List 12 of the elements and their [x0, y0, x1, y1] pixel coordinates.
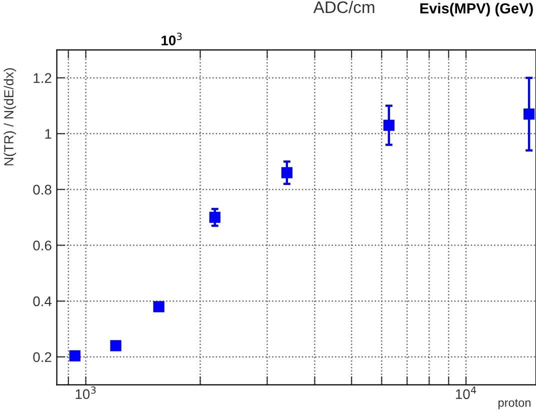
y-tick-label: 0.2: [33, 352, 52, 362]
chart-title: ADC/cm: [313, 0, 374, 14]
y-tick-label: 0.6: [33, 240, 52, 250]
y-tick-label: 1.2: [34, 73, 52, 83]
y-tick-label: 0.8: [33, 184, 52, 195]
x-tick-label: 10$^{4}$: [456, 386, 476, 400]
x2-axis-title: Evis(MPV) (GeV): [420, 2, 533, 16]
x-axis-title: proton: [498, 399, 530, 410]
text: 10$^{3}$: [162, 32, 182, 46]
y-tick-label: 1: [45, 129, 52, 139]
y-axis-title: N(TR) / N(dE/dx): [4, 68, 16, 166]
y-tick-label: 0.4: [33, 296, 52, 306]
